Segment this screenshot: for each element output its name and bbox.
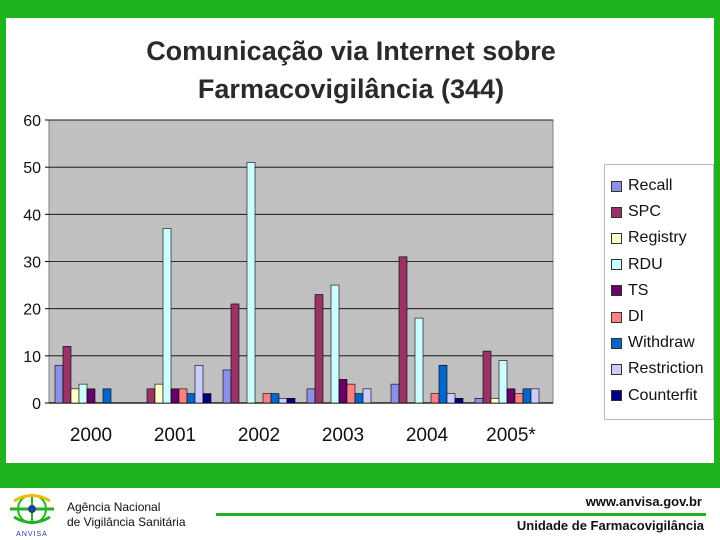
legend-swatch [611, 390, 622, 402]
y-tick-label: 0 [32, 396, 41, 413]
legend-swatch [611, 363, 622, 375]
y-tick-label: 20 [23, 302, 41, 319]
legend-label: Withdraw [628, 334, 695, 352]
legend-item-di: DI [611, 304, 713, 330]
bar-recall-2005 [474, 397, 484, 404]
x-tick-label: 2005* [486, 425, 536, 446]
bar-withdraw-2004 [438, 364, 448, 404]
chart-title-line-2: Farmacovigilância (344) [197, 74, 505, 104]
green-frame: Comunicação via Internet sobre Farmacovi… [0, 0, 720, 488]
agency-name: Agência Nacional de Vigilância Sanitária [67, 500, 186, 530]
bar-withdraw-2002 [270, 393, 280, 404]
bar-restriction-2004 [446, 393, 456, 404]
bar-spc-2002 [230, 303, 240, 404]
agency-name-line-2: de Vigilância Sanitária [67, 515, 186, 529]
bar-di-2005 [514, 393, 524, 404]
legend-item-restriction: Restriction [611, 356, 713, 382]
bar-rdu-2005 [498, 360, 508, 404]
bar-spc-2000 [62, 346, 72, 404]
bar-rdu-2000 [78, 383, 88, 404]
bar-recall-2002 [222, 369, 232, 404]
y-tick-label: 30 [23, 255, 41, 272]
legend-label: Registry [628, 229, 687, 247]
bar-ts-2001 [170, 388, 180, 404]
agency-name-line-1: Agência Nacional [67, 500, 161, 514]
legend-label: TS [628, 281, 649, 299]
legend-item-recall: Recall [611, 173, 713, 199]
bar-rdu-2004 [414, 317, 424, 404]
website-url[interactable]: www.anvisa.gov.br [585, 494, 702, 509]
bar-rdu-2001 [162, 228, 172, 404]
legend-swatch [611, 232, 622, 244]
legend-swatch [611, 206, 622, 218]
y-tick-label: 60 [23, 113, 41, 130]
bar-recall-2004 [390, 383, 400, 404]
footer-divider [216, 513, 706, 516]
bar-chart: 0 10 20 30 40 50 60 2000 2001 2002 2003 2004 2005* [23, 113, 554, 446]
legend-swatch [611, 259, 622, 271]
bar-rdu-2003 [330, 284, 340, 404]
anvisa-logo: ANVISA [10, 494, 54, 538]
bar-ts-2003 [338, 379, 348, 404]
bar-restriction-2005 [530, 388, 540, 404]
bar-di-2001 [178, 388, 188, 404]
legend-item-rdu: RDU [611, 252, 713, 278]
bar-recall-2003 [306, 388, 316, 404]
x-tick-label: 2002 [238, 425, 280, 446]
bar-counterfit-2002 [286, 397, 296, 404]
bar-rdu-2002 [246, 162, 256, 404]
bar-counterfit-2004 [454, 397, 464, 404]
unit-name: Unidade de Farmacovigilância [516, 518, 704, 533]
legend-item-ts: TS [611, 278, 713, 304]
legend-swatch [611, 337, 622, 349]
x-tick-label: 2001 [154, 425, 196, 446]
legend-label: Counterfit [628, 386, 698, 404]
x-tick-label: 2003 [322, 425, 364, 446]
legend-label: Restriction [628, 360, 704, 378]
legend-swatch [611, 311, 622, 323]
bar-recall-2000 [54, 364, 64, 404]
bar-registry-2000 [70, 388, 80, 404]
legend-item-counterfit: Counterfit [611, 383, 713, 409]
bar-withdraw-2000 [102, 388, 112, 404]
slide-panel: Comunicação via Internet sobre Farmacovi… [6, 18, 714, 463]
y-tick-label: 40 [23, 207, 41, 224]
bar-di-2004 [430, 393, 440, 404]
y-tick-label: 50 [23, 160, 41, 177]
legend-swatch [611, 180, 622, 192]
legend-swatch [611, 285, 622, 297]
chart-title-line-1: Comunicação via Internet sobre [146, 36, 556, 66]
legend-item-spc: SPC [611, 199, 713, 225]
chart-title: Comunicação via Internet sobre Farmacovi… [6, 32, 696, 108]
bar-spc-2005 [482, 350, 492, 404]
bar-restriction-2001 [194, 364, 204, 404]
bar-restriction-2002 [278, 397, 288, 404]
bar-withdraw-2001 [186, 393, 196, 404]
legend-item-registry: Registry [611, 225, 713, 251]
legend-item-withdraw: Withdraw [611, 330, 713, 356]
bar-withdraw-2005 [522, 388, 532, 404]
bar-spc-2001 [146, 388, 156, 404]
bar-ts-2005 [506, 388, 516, 404]
x-tick-label: 2000 [70, 425, 112, 446]
bar-di-2002 [262, 393, 272, 404]
bar-spc-2003 [314, 294, 324, 404]
x-tick-label: 2004 [406, 425, 449, 446]
bar-spc-2004 [398, 256, 408, 404]
legend-label: RDU [628, 255, 663, 273]
bar-di-2003 [346, 383, 356, 404]
bar-registry-2001 [154, 383, 164, 404]
y-tick-label: 10 [23, 349, 41, 366]
legend-label: Recall [628, 177, 673, 195]
bar-ts-2000 [86, 388, 96, 404]
bar-counterfit-2001 [202, 393, 212, 404]
footer: ANVISA Agência Nacional de Vigilância Sa… [0, 488, 720, 540]
logo-lettering: ANVISA [16, 531, 48, 538]
bar-registry-2005 [490, 397, 500, 404]
legend-label: SPC [628, 203, 661, 221]
bar-restriction-2003 [362, 388, 372, 404]
bar-withdraw-2003 [354, 393, 364, 404]
legend-label: DI [628, 308, 644, 326]
chart-legend: Recall SPC Registry RDU TS DI Withdraw Restrict… [604, 164, 714, 420]
